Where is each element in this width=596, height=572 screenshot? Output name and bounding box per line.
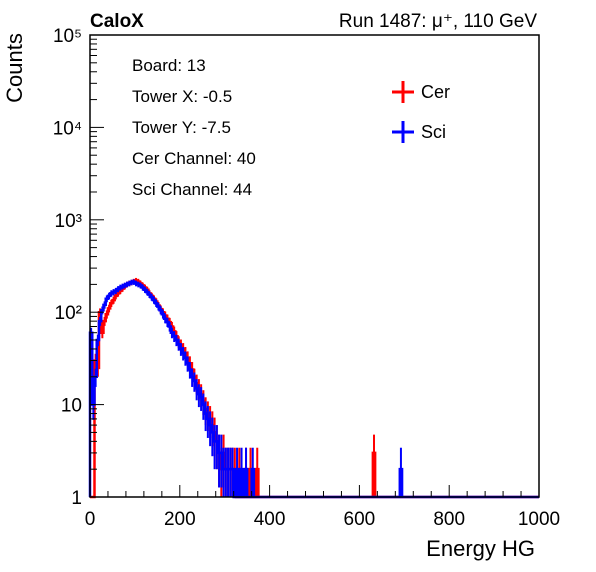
y-tick-label: 10⁴ <box>53 118 82 139</box>
y-tick-label: 10⁵ <box>53 26 82 47</box>
legend-label: Sci <box>421 122 446 142</box>
experiment-label: CaloX <box>90 11 144 32</box>
info-line: Tower X: -0.5 <box>132 87 232 106</box>
x-tick-label: 600 <box>344 509 376 530</box>
info-box-lines: Board: 13 Tower X: -0.5 Tower Y: -7.5 Cer C… <box>132 56 256 199</box>
x-tick-label: 1000 <box>518 509 560 530</box>
run-info-label: Run 1487: μ⁺, 110 GeV <box>339 11 537 32</box>
y-tick-label: 10 <box>61 396 82 417</box>
x-tick-label: 200 <box>164 509 196 530</box>
info-line: Sci Channel: 44 <box>132 180 252 199</box>
legend: Cer Sci <box>392 81 450 143</box>
info-line: Tower Y: -7.5 <box>132 118 231 137</box>
y-tick-label: 10³ <box>55 211 82 232</box>
y-tick-label: 1 <box>71 488 82 509</box>
legend-label: Cer <box>421 82 450 102</box>
y-tick-label: 10² <box>55 303 82 324</box>
x-tick-label: 0 <box>85 509 96 530</box>
x-tick-label: 800 <box>433 509 465 530</box>
y-axis-title: Counts <box>2 33 27 103</box>
info-line: Board: 13 <box>132 56 206 75</box>
x-tick-label: 400 <box>254 509 286 530</box>
info-box <box>122 48 358 198</box>
info-line: Cer Channel: 40 <box>132 149 256 168</box>
x-axis-title: Energy HG <box>426 536 535 561</box>
plot-frame <box>89 34 540 498</box>
axis-ticks: 0 200 400 600 800 1000 1 10 10² 10³ 10⁴ 10⁵ <box>53 26 560 530</box>
